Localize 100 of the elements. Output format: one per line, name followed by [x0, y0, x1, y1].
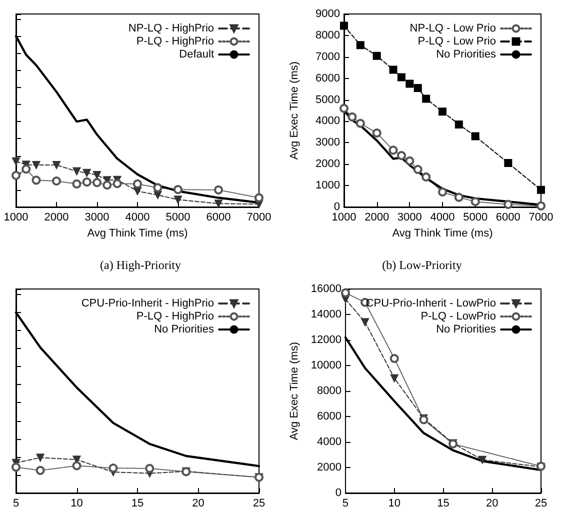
x-tick-label: 4000 [430, 212, 455, 224]
point [388, 146, 398, 155]
point [396, 151, 406, 160]
x-tick-label: 15 [131, 498, 144, 510]
point [12, 170, 20, 180]
point [414, 84, 422, 92]
point [72, 179, 82, 188]
point [405, 156, 414, 166]
point [340, 104, 348, 113]
point [32, 176, 41, 185]
point [390, 354, 399, 363]
point [12, 462, 20, 472]
point [470, 197, 480, 206]
y-tick-label: 10000 [310, 360, 342, 372]
y-tick-label: 4000 [316, 115, 340, 128]
point [471, 132, 480, 140]
point [82, 178, 92, 187]
point [174, 185, 182, 194]
point [372, 128, 382, 138]
x-tick-label: 3000 [397, 212, 422, 224]
x-tick-label: 25 [534, 498, 548, 510]
point [145, 464, 154, 473]
x-tick-label: 6000 [206, 212, 231, 224]
x-tick-label: 7000 [246, 212, 272, 224]
x-tick-label: 20 [486, 498, 498, 510]
point [397, 73, 406, 82]
point [93, 171, 101, 180]
y-tick-label: 2000 [317, 462, 342, 474]
point [372, 52, 381, 60]
y-tick-label: 3000 [316, 136, 340, 149]
y-tick-label: 8000 [316, 29, 340, 42]
x-tick-label: 10 [388, 498, 400, 510]
point [72, 167, 81, 176]
x-tick-label: 5000 [463, 212, 488, 224]
y-tick-label: 1000 [316, 180, 340, 192]
point [454, 120, 463, 128]
point [504, 200, 513, 209]
y-tick-label: 4000 [317, 436, 342, 448]
point [348, 112, 357, 122]
point [537, 186, 545, 194]
x-tick-label: 25 [252, 498, 266, 510]
point [22, 164, 31, 174]
y-tick-label: 6000 [317, 410, 342, 422]
y-tick-label: 16000 [310, 283, 342, 295]
legend-label: CPU-Prio-Inherit - HighPrio [81, 298, 214, 310]
x-axis-title: Avg Think Time (ms) [392, 227, 493, 240]
point [52, 176, 61, 186]
y-tick-label: 8000 [317, 385, 342, 397]
x-tick-label: 2000 [44, 212, 69, 224]
y-tick-label: 2000 [316, 158, 340, 170]
x-tick-label: 6000 [496, 212, 520, 224]
point [356, 41, 364, 50]
legend-label: P-LQ - LowPrio [420, 310, 496, 322]
point [254, 193, 264, 202]
point [12, 157, 20, 166]
point [72, 461, 82, 470]
point [422, 172, 431, 182]
legend-label: Default [179, 48, 214, 60]
y-tick-label: 5000 [316, 94, 340, 106]
point [36, 454, 44, 462]
point [214, 200, 222, 208]
point [406, 80, 414, 88]
legend-label: No Priorities [154, 324, 214, 336]
point [102, 180, 112, 190]
point [112, 179, 122, 188]
point [174, 196, 182, 204]
x-tick-label: 3000 [84, 212, 110, 224]
x-tick-label: 5 [12, 498, 20, 510]
point [92, 178, 102, 188]
x-tick-label: 5 [342, 498, 349, 510]
point [438, 108, 446, 116]
legend-label: NP-LQ - Low Prio [410, 22, 496, 34]
point [422, 94, 430, 103]
point [356, 118, 365, 128]
legend-label: P-LQ - HighPrio [136, 310, 214, 322]
x-tick-label: 7000 [528, 212, 554, 224]
point [82, 168, 91, 177]
point [390, 374, 398, 382]
text: (a) High-Priority [100, 258, 181, 272]
y-tick-label: 9000 [316, 8, 340, 20]
x-tick-label: 20 [192, 498, 204, 510]
point [438, 187, 447, 196]
point [478, 456, 486, 464]
y-tick-label: 7000 [316, 50, 340, 63]
point [52, 160, 60, 169]
point [108, 464, 118, 473]
point [340, 288, 350, 298]
legend-label: No Priorities [436, 324, 496, 336]
x-axis-title: Avg Think Time (ms) [87, 227, 188, 240]
x-tick-label: 4000 [125, 212, 150, 224]
y-tick-label: 6000 [316, 72, 340, 84]
point [340, 22, 348, 30]
point [389, 66, 398, 74]
point [214, 185, 223, 194]
y-tick-label: 0 [335, 487, 342, 499]
point [454, 192, 464, 202]
point [504, 159, 512, 168]
point [536, 201, 546, 210]
legend-label: P-LQ - HighPrio [136, 36, 214, 48]
point [153, 183, 162, 192]
